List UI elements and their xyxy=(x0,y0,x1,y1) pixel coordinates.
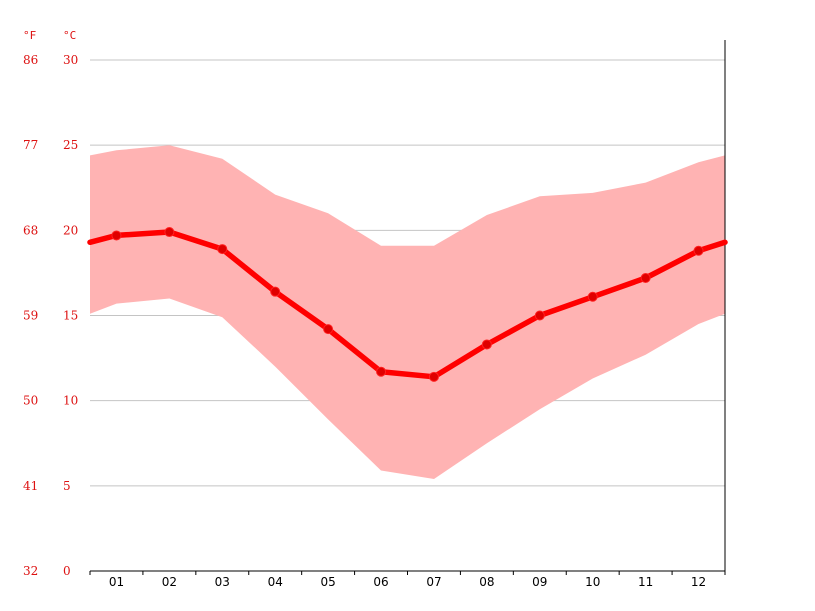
data-point-08 xyxy=(481,339,492,350)
data-point-06 xyxy=(376,366,387,377)
y-tick-f-32: 32 xyxy=(23,564,38,578)
x-tick-04: 04 xyxy=(268,575,283,589)
x-tick-labels: 01 02 03 04 05 06 07 08 09 10 11 12 xyxy=(109,575,706,589)
data-point-05 xyxy=(323,324,334,335)
x-tick-02: 02 xyxy=(162,575,177,589)
data-point-07 xyxy=(428,371,439,382)
data-point-04 xyxy=(270,286,281,297)
y-tick-c-20: 20 xyxy=(63,223,78,237)
data-point-02 xyxy=(164,227,175,238)
x-tick-10: 10 xyxy=(585,575,600,589)
axes xyxy=(89,40,726,575)
y-tick-f-77: 77 xyxy=(23,138,38,152)
unit-label-celsius: °C xyxy=(63,29,76,42)
y-tick-f-86: 86 xyxy=(23,53,38,67)
y-tick-c-5: 5 xyxy=(63,479,71,493)
data-point-03 xyxy=(217,244,228,255)
y-tick-f-59: 59 xyxy=(23,309,38,323)
x-tick-08: 08 xyxy=(479,575,494,589)
data-point-09 xyxy=(534,310,545,321)
y-tick-c-10: 10 xyxy=(63,394,78,408)
y-tick-c-25: 25 xyxy=(63,138,78,152)
data-point-11 xyxy=(640,273,651,284)
average-temperature-series xyxy=(87,227,728,382)
y-tick-c-15: 15 xyxy=(63,309,78,323)
y-tick-f-68: 68 xyxy=(23,223,38,237)
y-tick-f-50: 50 xyxy=(23,394,38,408)
data-point-01 xyxy=(111,230,122,241)
x-tick-11: 11 xyxy=(638,575,653,589)
temperature-band-area xyxy=(90,145,725,479)
x-tick-01: 01 xyxy=(109,575,124,589)
data-point-10 xyxy=(587,291,598,302)
x-tick-06: 06 xyxy=(373,575,388,589)
y-tick-f-41: 41 xyxy=(23,479,38,493)
x-tick-03: 03 xyxy=(215,575,230,589)
temperature-range-band xyxy=(90,145,725,479)
x-tick-12: 12 xyxy=(691,575,706,589)
data-point-12 xyxy=(693,245,704,256)
y-tick-labels: 32 0 41 5 50 10 59 15 68 20 77 25 86 30 °F °C xyxy=(23,29,78,578)
y-tick-c-30: 30 xyxy=(63,53,78,67)
unit-label-fahrenheit: °F xyxy=(23,29,36,42)
x-tick-05: 05 xyxy=(320,575,335,589)
x-tick-09: 09 xyxy=(532,575,547,589)
average-line xyxy=(87,229,728,380)
y-tick-c-0: 0 xyxy=(63,564,71,578)
x-tick-07: 07 xyxy=(426,575,441,589)
